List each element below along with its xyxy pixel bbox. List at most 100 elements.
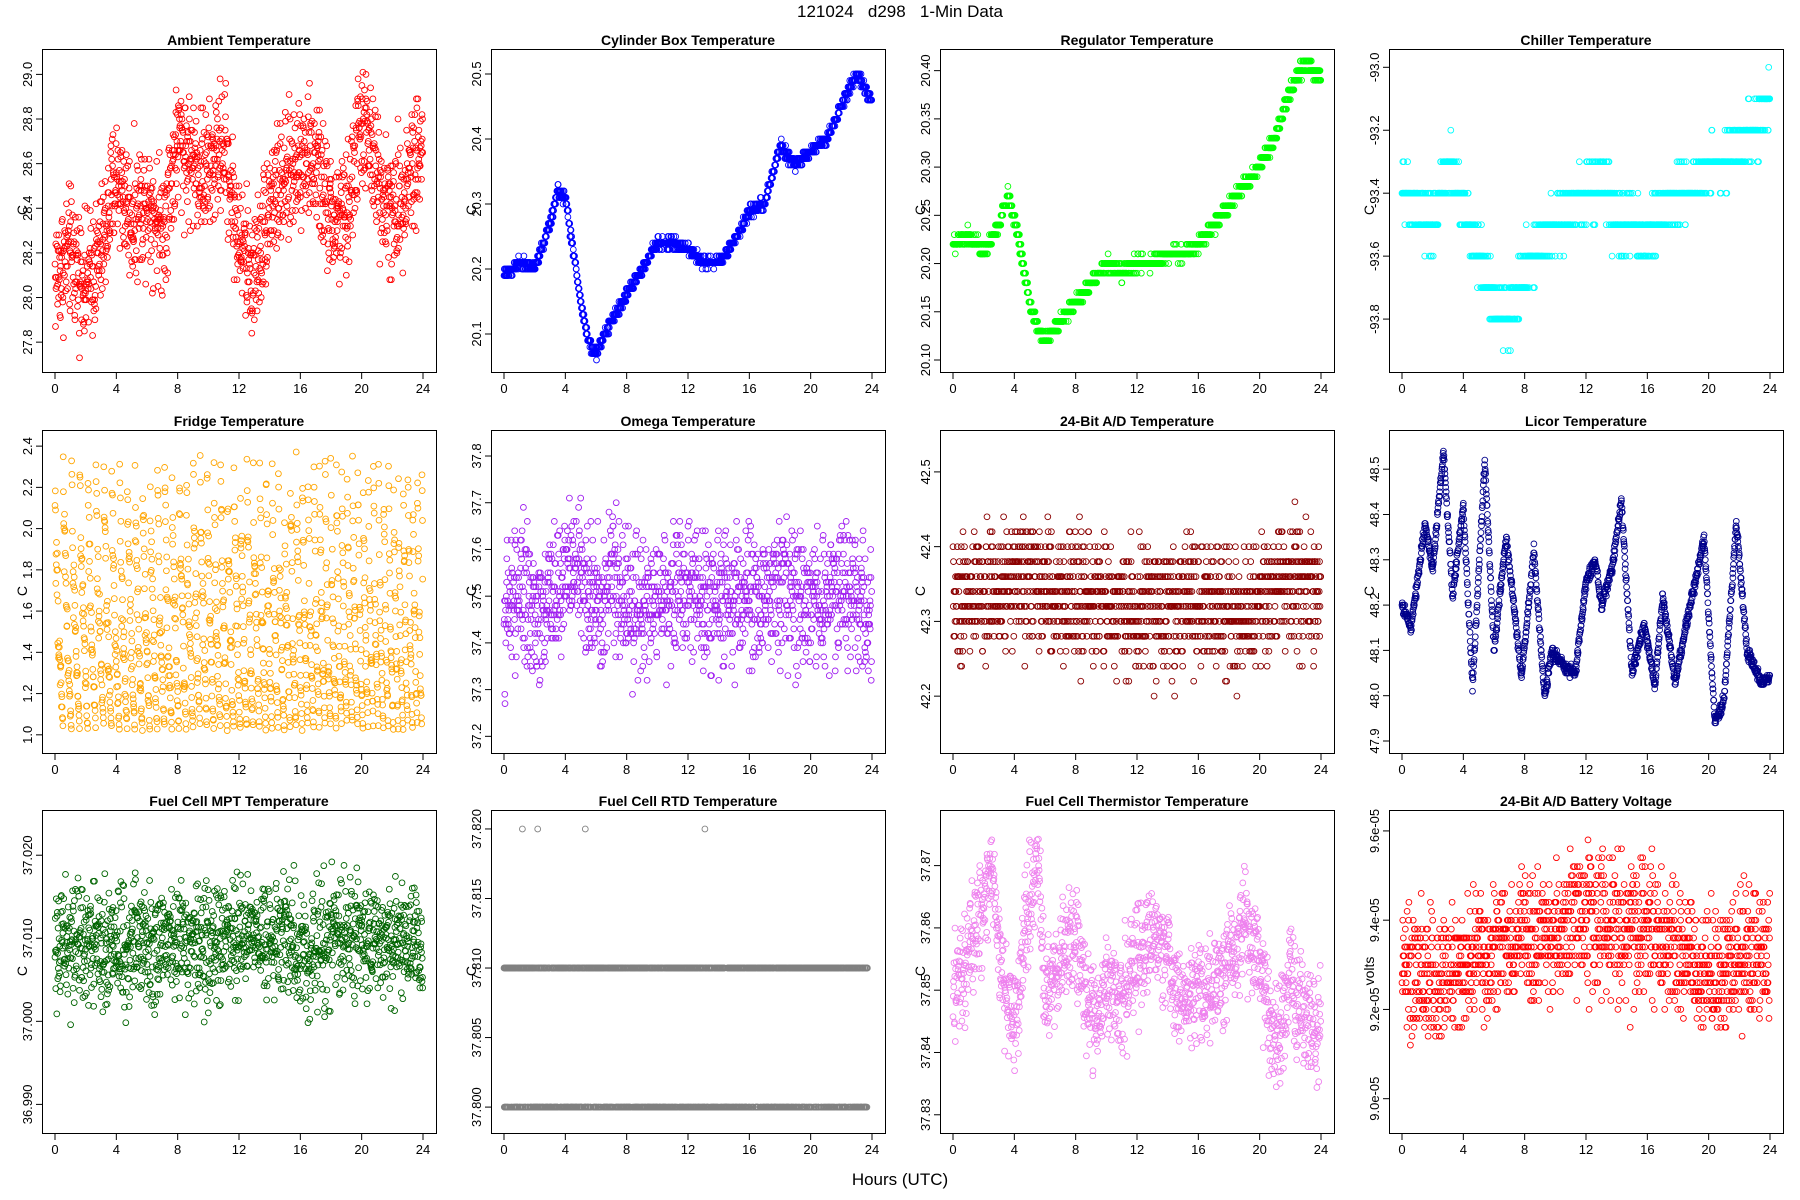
data-point: [290, 218, 297, 226]
data-point: [1236, 192, 1243, 200]
data-point: [379, 216, 386, 223]
data-point: [180, 149, 187, 156]
data-point: [1019, 250, 1026, 258]
data-point: [64, 231, 72, 239]
y-tick-label: 28.2: [20, 240, 35, 265]
data-point: [389, 209, 397, 217]
data-point: [115, 207, 123, 214]
data-point: [1016, 231, 1023, 238]
y-tick-label: 28.6: [20, 151, 35, 176]
data-point: [418, 175, 425, 183]
data-point: [377, 158, 385, 165]
y-tick-label: 28.0: [20, 285, 35, 310]
data-point: [354, 75, 362, 83]
data-point: [183, 122, 190, 130]
data-point: [268, 180, 275, 188]
data-point: [332, 233, 339, 241]
data-point: [318, 173, 325, 181]
data-point: [1104, 250, 1112, 258]
data-point: [1093, 279, 1100, 287]
data-point: [194, 164, 202, 172]
data-point: [231, 218, 239, 226]
data-point: [964, 221, 972, 229]
data-point: [230, 173, 238, 181]
data-point: [158, 184, 166, 192]
data-point: [180, 231, 188, 239]
data-point: [416, 195, 424, 203]
data-point: [351, 142, 359, 150]
data-point: [75, 213, 83, 221]
data-point: [1478, 221, 1485, 229]
x-tick-label: 8: [174, 381, 181, 396]
data-point: [304, 151, 312, 159]
data-point: [382, 211, 390, 219]
data-point: [418, 111, 426, 118]
data-point: [170, 216, 178, 223]
data-point: [68, 258, 75, 266]
data-point: [130, 238, 137, 246]
data-point: [254, 256, 262, 263]
data-point: [1447, 126, 1455, 134]
data-point: [227, 182, 235, 190]
data-point: [1202, 240, 1210, 248]
data-point: [58, 254, 65, 261]
x-tick-label: 4: [113, 381, 120, 396]
data-point: [314, 142, 322, 150]
data-point: [229, 162, 237, 170]
data-point: [145, 155, 153, 163]
data-point: [292, 189, 300, 196]
chart-title: Ambient Temperature: [167, 32, 311, 48]
data-point: [346, 155, 354, 163]
data-point: [214, 182, 222, 190]
data-point: [167, 207, 175, 214]
data-point: [360, 151, 367, 159]
data-point: [337, 249, 344, 257]
data-point: [287, 164, 295, 172]
data-point: [762, 200, 769, 208]
data-point: [146, 164, 153, 172]
x-tick-label: 16: [742, 381, 756, 396]
data-point: [681, 239, 689, 247]
data-point: [326, 180, 334, 188]
data-point: [798, 161, 806, 169]
data-point: [611, 317, 618, 325]
data-point: [828, 129, 835, 136]
data-point: [739, 226, 747, 234]
data-point: [134, 278, 141, 286]
y-tick-label: 20.30: [918, 151, 933, 184]
data-point: [346, 211, 354, 219]
data-point: [125, 184, 133, 192]
data-point: [212, 102, 220, 109]
data-point: [270, 146, 278, 154]
data-point: [769, 174, 776, 182]
data-point: [78, 271, 86, 279]
data-point: [317, 200, 324, 208]
data-point: [860, 77, 868, 84]
data-point: [280, 187, 287, 194]
data-point: [359, 180, 366, 188]
data-point: [334, 218, 341, 226]
data-point: [196, 193, 203, 201]
data-point: [232, 182, 240, 190]
data-point: [866, 90, 874, 97]
data-point: [239, 265, 247, 272]
data-point: [253, 307, 261, 315]
data-point: [1024, 279, 1031, 287]
data-point: [122, 164, 130, 172]
data-point: [280, 218, 288, 226]
data-point: [834, 116, 842, 123]
data-point: [191, 144, 199, 152]
data-point: [74, 251, 82, 259]
data-point: [1504, 347, 1512, 354]
figure-title: 121024 d298 1-Min Data: [796, 2, 1004, 21]
data-point: [258, 269, 266, 277]
data-point: [382, 240, 390, 248]
data-point: [184, 198, 191, 205]
data-point: [411, 137, 418, 145]
data-point: [704, 252, 712, 260]
data-point: [236, 238, 244, 246]
data-point: [1130, 250, 1138, 258]
data-point: [1039, 327, 1047, 335]
data-point: [393, 249, 401, 257]
data-point: [391, 202, 399, 210]
